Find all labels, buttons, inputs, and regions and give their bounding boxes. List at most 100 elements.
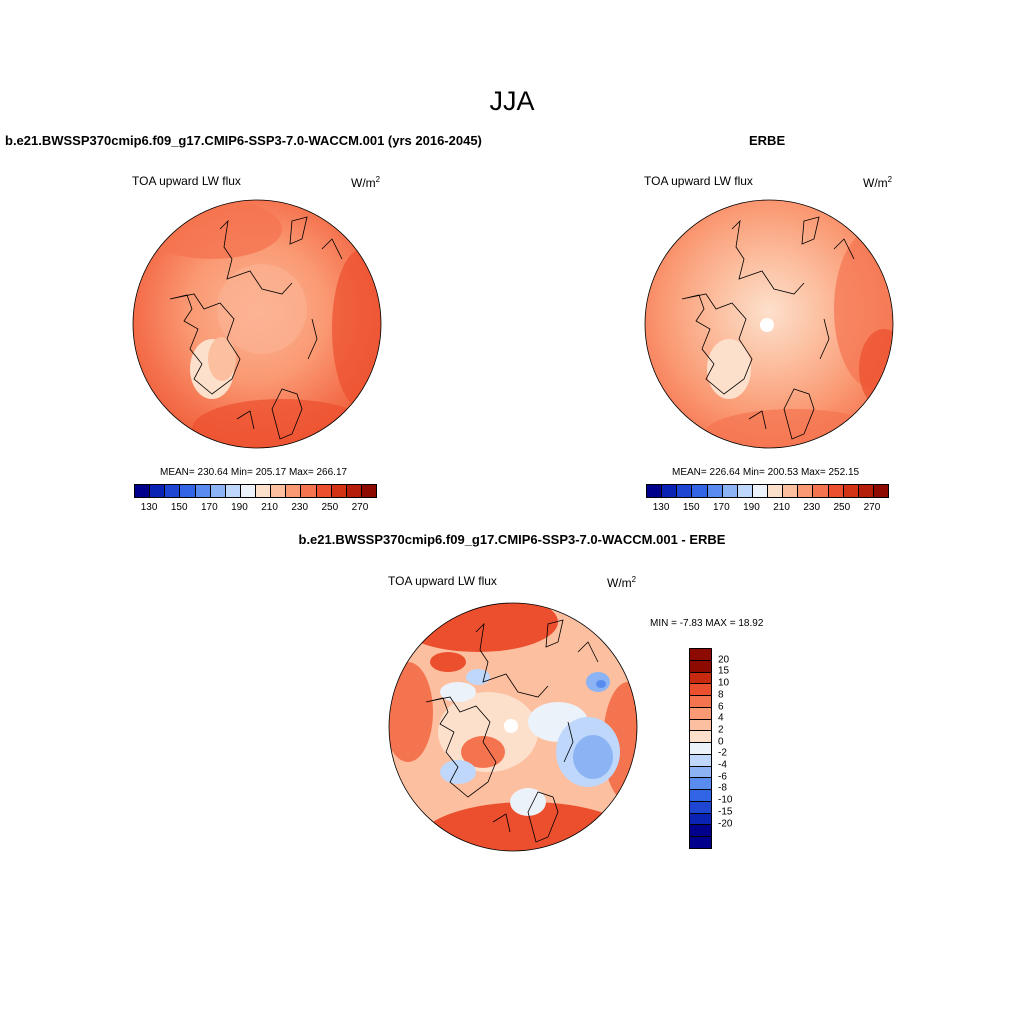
- colorbar-tick-label: -4: [718, 759, 727, 771]
- colorbar-swatch: [647, 485, 663, 497]
- colorbar-swatch: [690, 743, 711, 755]
- colorbar-swatch: [690, 813, 711, 826]
- colorbar-swatch: [873, 485, 888, 497]
- diff-stats: MIN = -7.83 MAX = 18.92: [650, 618, 764, 629]
- colorbar-swatch: [813, 485, 829, 497]
- colorbar-swatch: [361, 485, 376, 497]
- colorbar-tick-label: 270: [863, 502, 881, 513]
- colorbar-tick-label: -2: [718, 747, 727, 759]
- colorbar-tick-label: 250: [321, 502, 339, 513]
- colorbar-swatch: [286, 485, 302, 497]
- colorbar-swatch: [677, 485, 693, 497]
- colorbar-tick-label: -8: [718, 782, 727, 794]
- colorbar-swatch: [150, 485, 166, 497]
- colorbar-swatch: [690, 837, 711, 849]
- diff-variable-label: TOA upward LW flux: [388, 574, 497, 588]
- colorbar-swatch: [798, 485, 814, 497]
- colorbar-tick-label: -15: [718, 806, 733, 818]
- colorbar-tick-label: 8: [718, 689, 724, 701]
- panel2-colorbar: [646, 484, 889, 498]
- colorbar-swatch: [135, 485, 151, 497]
- panel1-polar-map: [132, 199, 382, 449]
- colorbar-tick-label: 0: [718, 736, 724, 748]
- panel2-variable-label: TOA upward LW flux: [644, 174, 753, 188]
- obs-case-title: ERBE: [749, 133, 786, 148]
- colorbar-swatch: [690, 672, 711, 685]
- colorbar-tick-label: 210: [773, 502, 790, 513]
- colorbar-tick-label: 170: [200, 502, 218, 513]
- colorbar-swatch: [843, 485, 859, 497]
- colorbar-swatch: [195, 485, 211, 497]
- colorbar-swatch: [690, 696, 711, 708]
- colorbar-swatch: [690, 778, 711, 791]
- colorbar-swatch: [690, 719, 711, 732]
- colorbar-swatch: [301, 485, 317, 497]
- colorbar-swatch: [690, 660, 711, 673]
- colorbar-swatch: [690, 707, 711, 720]
- figure-title: JJA: [489, 86, 535, 116]
- colorbar-swatch: [690, 766, 711, 779]
- colorbar-tick-label: 190: [231, 502, 248, 513]
- colorbar-swatch: [210, 485, 226, 497]
- difference-case-title: b.e21.BWSSP370cmip6.f09_g17.CMIP6-SSP3-7…: [298, 532, 726, 547]
- diff-units: W/m2: [607, 575, 637, 590]
- colorbar-tick-label: 150: [170, 502, 188, 513]
- colorbar-tick-label: 270: [351, 502, 369, 513]
- diff-polar-map: [388, 602, 638, 852]
- colorbar-tick-label: 230: [803, 502, 821, 513]
- colorbar-swatch: [180, 485, 196, 497]
- colorbar-tick-label: 4: [718, 712, 724, 724]
- colorbar-tick-label: -10: [718, 794, 733, 806]
- panel2-stats: MEAN= 226.64 Min= 200.53 Max= 252.15: [672, 467, 860, 478]
- diff-colorbar: [689, 648, 712, 849]
- colorbar-swatch: [828, 485, 844, 497]
- colorbar-tick-label: 20: [718, 654, 730, 666]
- colorbar-swatch: [662, 485, 678, 497]
- colorbar-tick-label: 190: [743, 502, 760, 513]
- colorbar-swatch: [316, 485, 332, 497]
- colorbar-swatch: [240, 485, 256, 497]
- panel2-units: W/m2: [863, 175, 893, 190]
- colorbar-swatch: [692, 485, 708, 497]
- colorbar-swatch: [768, 485, 784, 497]
- colorbar-swatch: [256, 485, 272, 497]
- colorbar-tick-label: 130: [140, 502, 158, 513]
- panel1-stats: MEAN= 230.64 Min= 205.17 Max= 266.17: [160, 467, 348, 478]
- colorbar-swatch: [737, 485, 753, 497]
- colorbar-swatch: [690, 684, 711, 697]
- colorbar-tick-label: 6: [718, 701, 724, 713]
- colorbar-tick-label: 10: [718, 677, 730, 689]
- panel1-colorbar: [134, 484, 377, 498]
- colorbar-tick-label: 150: [682, 502, 700, 513]
- colorbar-tick-label: 15: [718, 665, 730, 677]
- colorbar-swatch: [722, 485, 738, 497]
- colorbar-swatch: [331, 485, 347, 497]
- panel1-units: W/m2: [351, 175, 381, 190]
- colorbar-swatch: [690, 790, 711, 802]
- colorbar-swatch: [690, 825, 711, 838]
- colorbar-tick-label: 250: [833, 502, 851, 513]
- colorbar-tick-label: 230: [291, 502, 309, 513]
- colorbar-swatch: [225, 485, 241, 497]
- colorbar-swatch: [752, 485, 768, 497]
- colorbar-swatch: [690, 754, 711, 767]
- colorbar-swatch: [690, 731, 711, 744]
- colorbar-tick-label: 2: [718, 724, 724, 736]
- model-case-title: b.e21.BWSSP370cmip6.f09_g17.CMIP6-SSP3-7…: [5, 133, 482, 148]
- panel1-variable-label: TOA upward LW flux: [132, 174, 241, 188]
- colorbar-swatch: [858, 485, 874, 497]
- colorbar-tick-label: -6: [718, 771, 727, 783]
- pole-hole: [504, 719, 518, 733]
- colorbar-swatch: [690, 801, 711, 814]
- pole-hole: [760, 318, 774, 332]
- colorbar-tick-label: -20: [718, 818, 733, 830]
- colorbar-swatch: [271, 485, 287, 497]
- colorbar-tick-label: 210: [261, 502, 278, 513]
- colorbar-swatch: [690, 649, 711, 661]
- colorbar-tick-label: 170: [712, 502, 730, 513]
- colorbar-swatch: [346, 485, 362, 497]
- colorbar-swatch: [707, 485, 723, 497]
- colorbar-tick-label: 130: [652, 502, 670, 513]
- colorbar-swatch: [165, 485, 181, 497]
- panel2-polar-map: [644, 199, 894, 449]
